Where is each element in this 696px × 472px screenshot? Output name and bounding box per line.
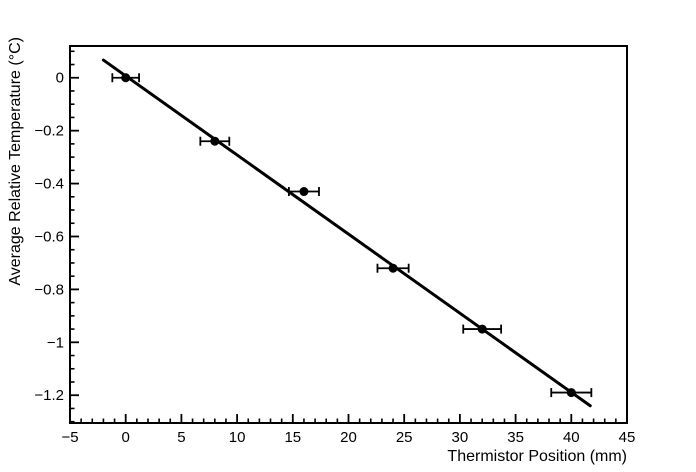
x-tick-label: 5 [177, 429, 185, 446]
x-tick-label: 25 [396, 429, 413, 446]
fit-line [101, 58, 592, 408]
y-tick-label: −0.2 [34, 123, 64, 140]
y-axis-title: Average Relative Temperature (°C) [7, 37, 24, 286]
data-point-marker [299, 187, 309, 197]
data-point-marker [121, 73, 131, 83]
y-tick-label: −1.2 [34, 387, 64, 404]
x-tick-label: 45 [619, 429, 636, 446]
x-tick-label: 35 [507, 429, 524, 446]
x-tick-label: 40 [563, 429, 580, 446]
data-point-marker [566, 388, 576, 398]
x-tick-label: −5 [61, 429, 78, 446]
x-tick-label: 20 [340, 429, 357, 446]
x-tick-label: 10 [229, 429, 246, 446]
data-point-marker [477, 324, 487, 334]
x-axis-title: Thermistor Position (mm) [447, 448, 627, 465]
y-tick-label: −0.4 [34, 176, 64, 193]
y-tick-label: −0.6 [34, 228, 64, 245]
x-tick-label: 0 [122, 429, 130, 446]
data-point-marker [388, 263, 398, 273]
x-tick-label: 30 [452, 429, 469, 446]
data-point-marker [210, 136, 220, 146]
x-tick-label: 15 [284, 429, 301, 446]
y-tick-label: 0 [56, 70, 64, 87]
y-tick-label: −1 [47, 334, 64, 351]
y-tick-label: −0.8 [34, 281, 64, 298]
